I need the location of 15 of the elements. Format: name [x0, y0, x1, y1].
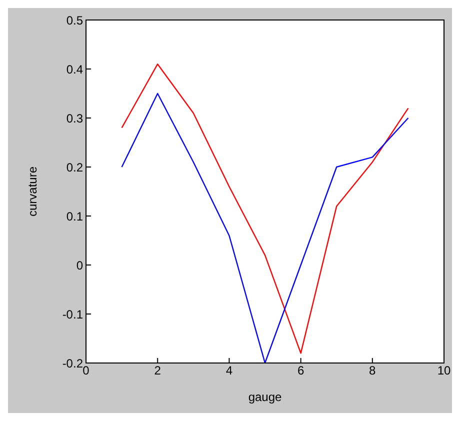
x-axis-title: gauge [248, 390, 282, 404]
y-axis-title: curvature [25, 166, 40, 217]
y-tick-label: -0.1 [62, 307, 84, 322]
y-tick-label: 0.1 [66, 209, 84, 224]
y-tick-label: 0.2 [66, 160, 84, 174]
x-tick-label: 8 [369, 364, 376, 378]
y-tick-label: 0.5 [66, 13, 84, 28]
y-tick-label: 0.4 [66, 62, 84, 76]
x-tick-label: 2 [154, 364, 162, 378]
y-tick-label: -0.2 [62, 356, 84, 370]
y-tick-label: 0.3 [66, 111, 84, 126]
x-tick-label: 4 [226, 364, 233, 378]
x-tick-label: 10 [437, 364, 451, 378]
y-tick-label: 0 [76, 258, 84, 272]
x-tick-label: 6 [297, 364, 304, 378]
